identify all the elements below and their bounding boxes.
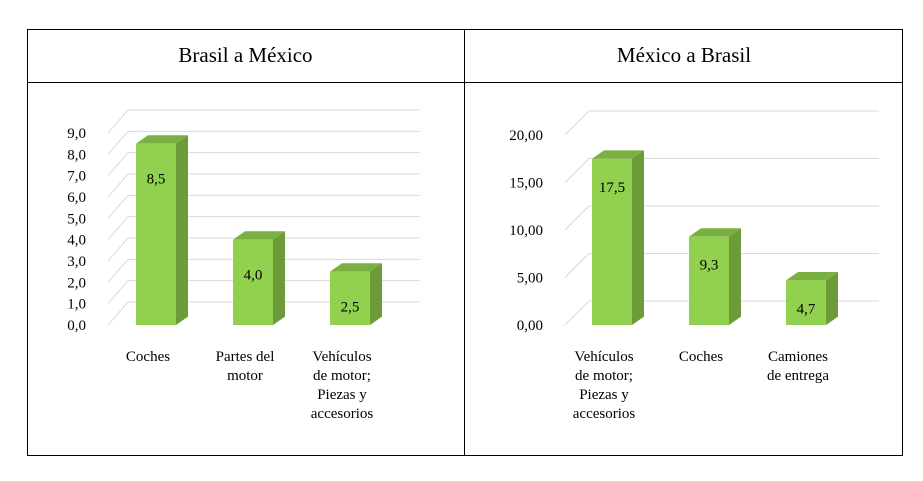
gridline-depth — [107, 237, 129, 262]
category-label: accesorios — [573, 406, 636, 422]
y-tick-label: 4,0 — [67, 233, 86, 249]
y-tick-label: 10,00 — [509, 223, 543, 239]
bar — [689, 236, 729, 325]
gridline-depth — [107, 259, 129, 283]
category-label: Coches — [679, 349, 723, 365]
bar-side — [176, 135, 188, 325]
category-label: Vehículos — [574, 349, 633, 365]
y-tick-label: 15,00 — [509, 176, 543, 192]
y-tick-label: 7,0 — [67, 169, 86, 185]
bar-top — [330, 263, 382, 272]
y-tick-label: 3,0 — [67, 254, 86, 270]
mexico-a-brasil-chart: 0,00 5,00 10,00 15,00 20,00 17,5 Vehículos de m… — [509, 110, 879, 422]
data-label: 9,3 — [700, 258, 719, 274]
bar-side — [729, 228, 741, 325]
header-divider — [27, 82, 903, 83]
gridline-depth — [107, 109, 129, 134]
bar — [592, 158, 632, 325]
table-frame — [27, 29, 903, 456]
category-label: de motor; — [313, 368, 371, 384]
left-panel-title: Brasil a México — [178, 43, 313, 67]
category-label: Partes del — [216, 349, 275, 365]
bar-top — [136, 135, 188, 144]
data-label: 2,5 — [341, 300, 360, 316]
gridline-depth — [107, 131, 129, 155]
category-label: de entrega — [767, 368, 829, 384]
gridline-depth — [107, 173, 129, 198]
category-label: de motor; — [575, 368, 633, 384]
bar-group — [592, 150, 644, 325]
y-tick-label: 5,0 — [67, 211, 86, 227]
y-tick-label: 20,00 — [509, 128, 543, 144]
bar — [233, 239, 273, 325]
category-label: Piezas y — [317, 387, 367, 403]
data-label: 17,5 — [599, 180, 625, 196]
y-tick-label: 6,0 — [67, 190, 86, 206]
bar-group — [233, 231, 285, 325]
y-tick-label: 0,0 — [67, 318, 86, 334]
brasil-a-mexico-chart: 0,0 1,0 2,0 3,0 4,0 5,0 6,0 7,0 8,0 9,0 8,5 Coches 4… — [67, 109, 420, 422]
bar-group — [689, 228, 741, 325]
bar-side — [273, 231, 285, 325]
y-tick-label: 8,0 — [67, 147, 86, 163]
gridline-depth — [107, 280, 129, 304]
gridline-depth — [564, 110, 590, 136]
y-tick-label: 9,0 — [67, 126, 86, 142]
y-tick-label: 0,00 — [517, 318, 543, 334]
bar-top — [786, 271, 838, 281]
data-label: 4,0 — [244, 268, 263, 284]
bar — [786, 280, 826, 325]
bar-top — [233, 231, 285, 240]
data-label: 4,7 — [797, 301, 816, 317]
y-tick-label: 5,00 — [517, 271, 543, 287]
gridline-depth — [107, 216, 129, 240]
gridline-depth — [564, 158, 590, 183]
bar-top — [592, 150, 644, 159]
gridline-depth — [107, 195, 129, 219]
gridline-depth — [564, 205, 590, 231]
category-label: Vehículos — [312, 349, 371, 365]
bar-side — [826, 271, 838, 325]
bar-group — [330, 263, 382, 325]
bar — [330, 271, 370, 325]
category-label: Camiones — [768, 349, 828, 365]
y-tick-label: 2,0 — [67, 275, 86, 291]
data-label: 8,5 — [147, 172, 166, 188]
category-label: accesorios — [311, 406, 374, 422]
category-label: Coches — [126, 349, 170, 365]
gridline-depth — [107, 301, 129, 326]
gridline-depth — [564, 300, 590, 326]
bar-group — [786, 271, 838, 325]
bar — [136, 143, 176, 325]
y-tick-label: 1,0 — [67, 297, 86, 313]
category-label: Piezas y — [579, 387, 629, 403]
gridline-depth — [107, 152, 129, 176]
right-panel-title: México a Brasil — [616, 43, 752, 67]
column-divider — [464, 29, 465, 456]
bar-group — [136, 135, 188, 325]
bar-side — [632, 150, 644, 325]
bar-top — [689, 228, 741, 237]
gridline-depth — [564, 253, 590, 278]
bar-side — [370, 263, 382, 325]
category-label: motor — [227, 368, 263, 384]
